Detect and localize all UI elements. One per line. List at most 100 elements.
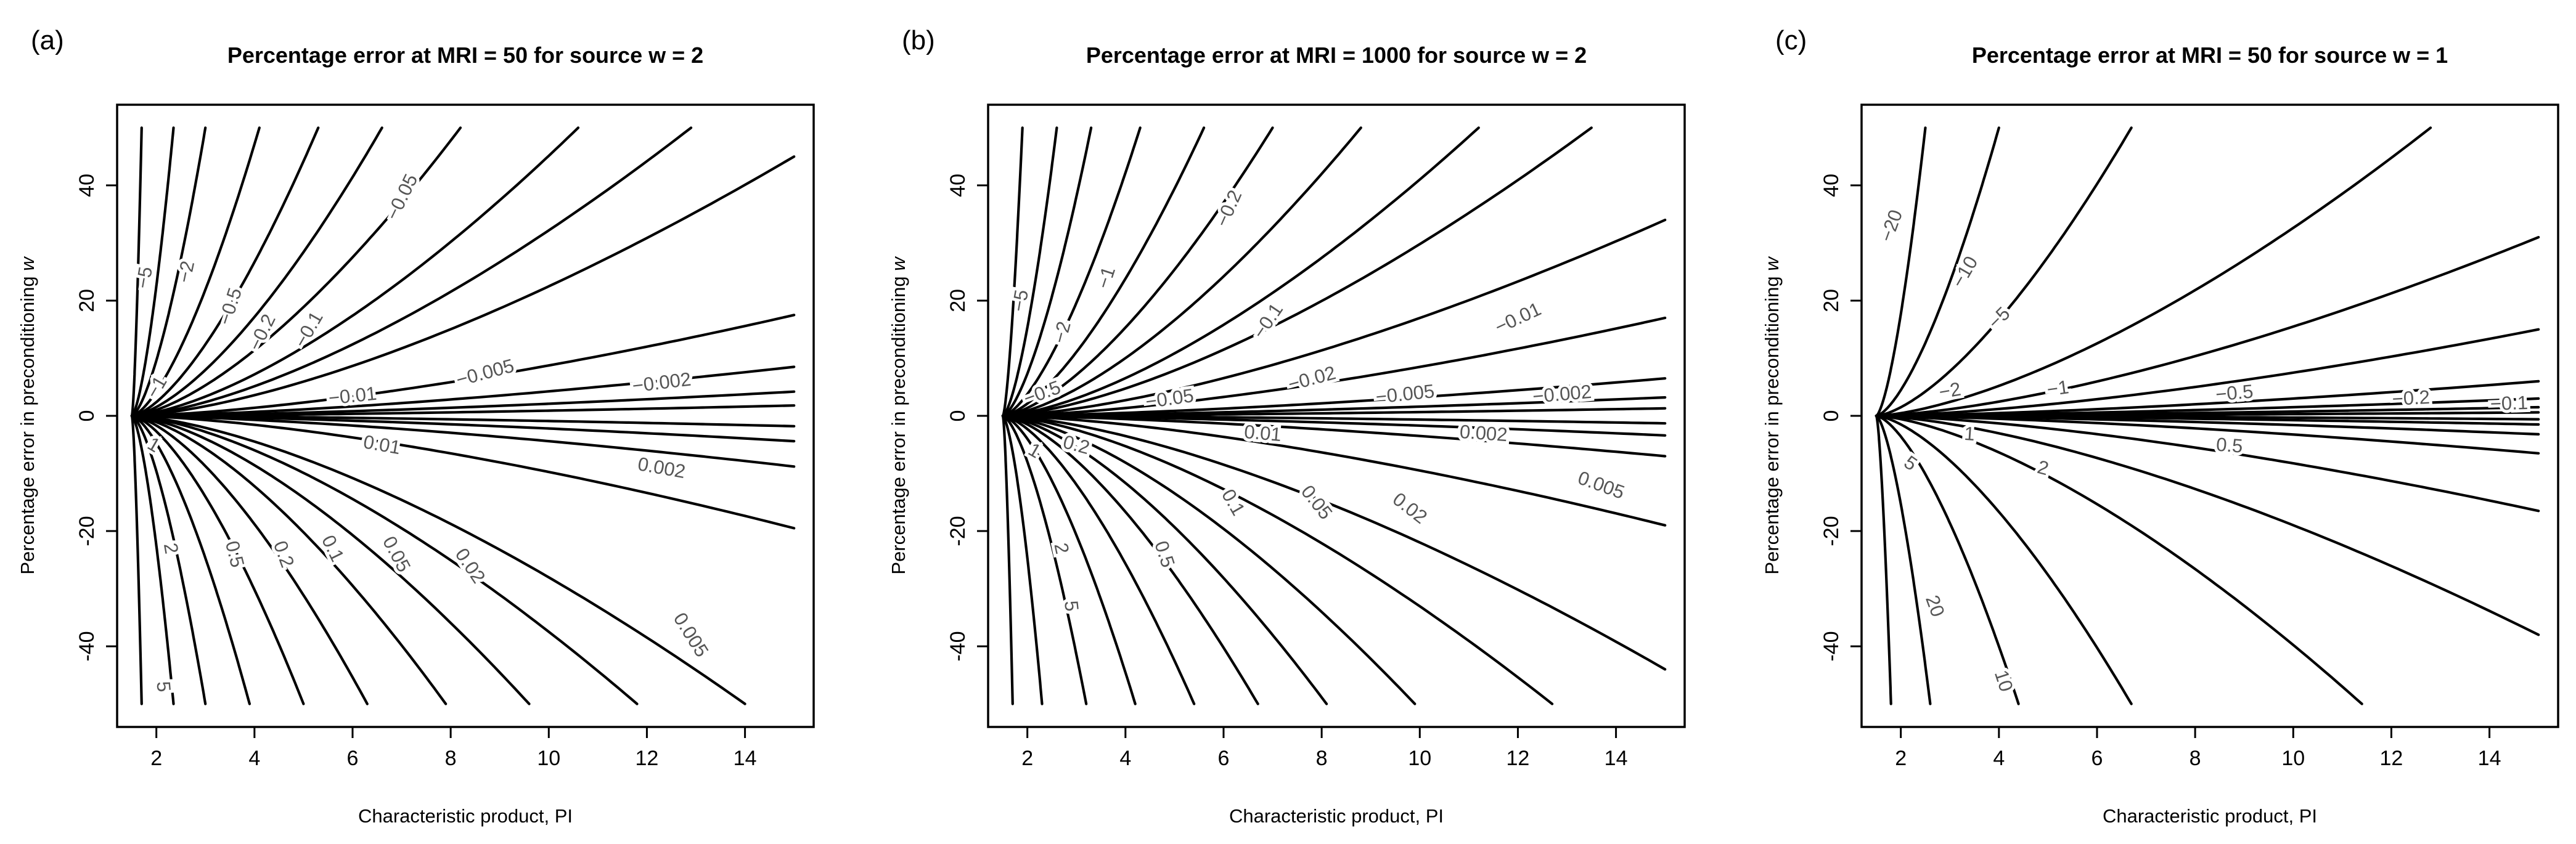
x-tick-label: 10 — [1408, 747, 1431, 770]
contour-label: 0.005 — [669, 609, 713, 660]
contour-label: −0.05 — [1144, 384, 1195, 413]
y-tick-label: 20 — [946, 289, 970, 312]
contour-label: −5 — [1007, 288, 1032, 314]
panel-a: (a) Percentage error at MRI = 50 for sou… — [17, 25, 814, 827]
contour-line — [132, 416, 637, 704]
contour-label: −1 — [2045, 376, 2070, 400]
y-axis-label: Percentage error in preconditioning w — [1761, 256, 1783, 575]
x-axis-label: Characteristic product, PI — [358, 805, 573, 827]
x-axis-label: Characteristic product, PI — [2103, 805, 2317, 827]
contour-label: 0.5 — [1150, 538, 1179, 570]
x-tick-label: 10 — [537, 747, 560, 770]
x-tick-label: 8 — [1316, 747, 1328, 770]
y-axis-ticks: -40 -20 0 20 40 — [75, 174, 117, 662]
x-axis-ticks: 2 4 6 8 10 12 14 — [1895, 727, 2501, 770]
panel-title: Percentage error at MRI = 50 for source … — [227, 43, 703, 68]
contour-label: −0.002 — [1532, 381, 1592, 407]
contour-label: −0.01 — [1491, 298, 1544, 338]
x-tick-label: 6 — [2091, 747, 2103, 770]
contour-label: −0.5 — [214, 285, 246, 328]
contour-label: 20 — [1921, 592, 1949, 619]
contour-label: −0.005 — [1375, 380, 1436, 408]
y-tick-label: -20 — [946, 516, 970, 546]
x-axis-ticks: 2 4 6 8 10 12 14 — [150, 727, 756, 770]
contour-label: −0.005 — [454, 355, 516, 391]
x-tick-label: 14 — [734, 747, 757, 770]
contour-labels: −5−2−1−0.5−0.2−0.1−0.05−0.02−0.01−0.005−… — [1007, 187, 1627, 612]
y-axis-label: Percentage error in preconditioning w — [17, 256, 38, 575]
contour-line — [1003, 416, 1135, 704]
contour-label: −10 — [1947, 253, 1982, 291]
contour-label: −0.2 — [1211, 187, 1246, 230]
x-tick-label: 12 — [2380, 747, 2403, 770]
y-tick-label: 40 — [946, 174, 970, 197]
contour-label: 0.2 — [1061, 431, 1092, 458]
y-tick-label: 0 — [75, 410, 99, 422]
contour-label: 0.5 — [2215, 434, 2243, 457]
x-axis-label: Characteristic product, PI — [1229, 805, 1444, 827]
contour-label: 0.01 — [1243, 421, 1282, 445]
x-tick-label: 12 — [1507, 747, 1530, 770]
contour-label: −0.05 — [382, 171, 422, 224]
contour-line — [1876, 128, 1926, 416]
contour-label: −2 — [1049, 319, 1075, 346]
contour-line — [1876, 128, 1999, 416]
panel-title: Percentage error at MRI = 1000 for sourc… — [1086, 43, 1587, 68]
contour-lines — [1003, 128, 1665, 704]
y-tick-label: -40 — [1820, 631, 1843, 662]
contour-label: 1 — [1024, 439, 1044, 463]
contour-label: −0.02 — [1286, 362, 1338, 395]
contour-label: 5 — [152, 680, 174, 692]
contour-label: 0.002 — [636, 453, 687, 482]
y-axis-label-main: Percentage error in preconditioning — [17, 271, 38, 575]
contour-lines — [132, 128, 794, 704]
y-tick-label: -40 — [75, 631, 99, 662]
x-tick-label: 6 — [347, 747, 359, 770]
y-axis-label-variable: w — [1761, 256, 1783, 271]
contour-label: −0.1 — [2490, 392, 2528, 415]
contour-label: 0.2 — [269, 538, 299, 570]
x-tick-label: 8 — [2190, 747, 2201, 770]
contour-label: 0.01 — [362, 431, 403, 458]
x-tick-label: 14 — [2478, 747, 2501, 770]
contour-label: 0.002 — [1459, 421, 1508, 445]
panel-letter: (c) — [1775, 25, 1807, 55]
y-axis-label-variable: w — [888, 256, 909, 271]
x-tick-label: 2 — [150, 747, 162, 770]
contour-label: 0.05 — [1297, 481, 1337, 524]
figure: (a) Percentage error at MRI = 50 for sou… — [0, 0, 2576, 844]
y-tick-label: 40 — [1820, 174, 1843, 197]
contour-line — [1876, 416, 1891, 704]
contour-label: 2 — [1050, 541, 1073, 556]
panel-letter: (a) — [31, 25, 64, 55]
x-tick-label: 4 — [1993, 747, 2005, 770]
y-axis-label-main: Percentage error in preconditioning — [1761, 271, 1783, 575]
x-tick-label: 14 — [1605, 747, 1628, 770]
x-tick-label: 12 — [636, 747, 659, 770]
contour-label: 0.02 — [1389, 488, 1431, 528]
contour-line — [1003, 128, 1140, 416]
y-tick-label: -20 — [1820, 516, 1843, 546]
x-tick-label: 4 — [1119, 747, 1131, 770]
x-tick-label: 2 — [1021, 747, 1033, 770]
y-tick-label: -40 — [946, 631, 970, 662]
x-tick-label: 4 — [248, 747, 260, 770]
y-axis-ticks: -40 -20 0 20 40 — [946, 174, 988, 662]
x-axis-ticks: 2 4 6 8 10 12 14 — [1021, 727, 1627, 770]
contour-line — [1876, 128, 2132, 416]
y-tick-label: 0 — [946, 410, 970, 422]
y-tick-label: 0 — [1820, 410, 1843, 422]
contour-label: 0.5 — [221, 538, 248, 569]
contour-label: −5 — [131, 265, 157, 290]
contour-label: −1 — [1092, 264, 1119, 291]
contour-line — [132, 416, 142, 704]
y-axis-label-main: Percentage error in preconditioning — [888, 271, 909, 575]
contour-label: 0.1 — [1217, 485, 1249, 519]
y-tick-label: 20 — [75, 289, 99, 312]
contour-line — [1003, 128, 1057, 416]
contour-label: −2 — [1937, 378, 1963, 404]
x-tick-label: 10 — [2281, 747, 2305, 770]
contour-lines — [1876, 128, 2538, 704]
contour-label: −0.2 — [2392, 386, 2431, 410]
contour-label: −0.002 — [631, 368, 692, 397]
